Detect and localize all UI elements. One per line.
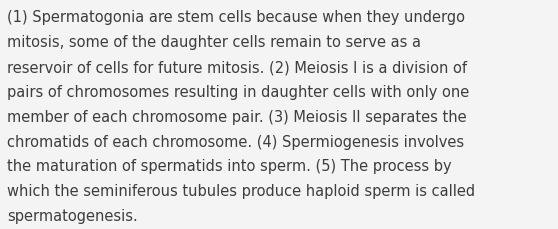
Text: reservoir of cells for future mitosis. (2) Meiosis I is a division of: reservoir of cells for future mitosis. (… [7,60,467,75]
Text: mitosis, some of the daughter cells remain to serve as a: mitosis, some of the daughter cells rema… [7,35,421,50]
Text: the maturation of spermatids into sperm. (5) The process by: the maturation of spermatids into sperm.… [7,159,452,174]
Text: (1) Spermatogonia are stem cells because when they undergo: (1) Spermatogonia are stem cells because… [7,10,465,25]
Text: spermatogenesis.: spermatogenesis. [7,208,138,223]
Text: member of each chromosome pair. (3) Meiosis II separates the: member of each chromosome pair. (3) Meio… [7,109,467,124]
Text: which the seminiferous tubules produce haploid sperm is called: which the seminiferous tubules produce h… [7,183,475,198]
Text: pairs of chromosomes resulting in daughter cells with only one: pairs of chromosomes resulting in daught… [7,85,469,99]
Text: chromatids of each chromosome. (4) Spermiogenesis involves: chromatids of each chromosome. (4) Sperm… [7,134,464,149]
